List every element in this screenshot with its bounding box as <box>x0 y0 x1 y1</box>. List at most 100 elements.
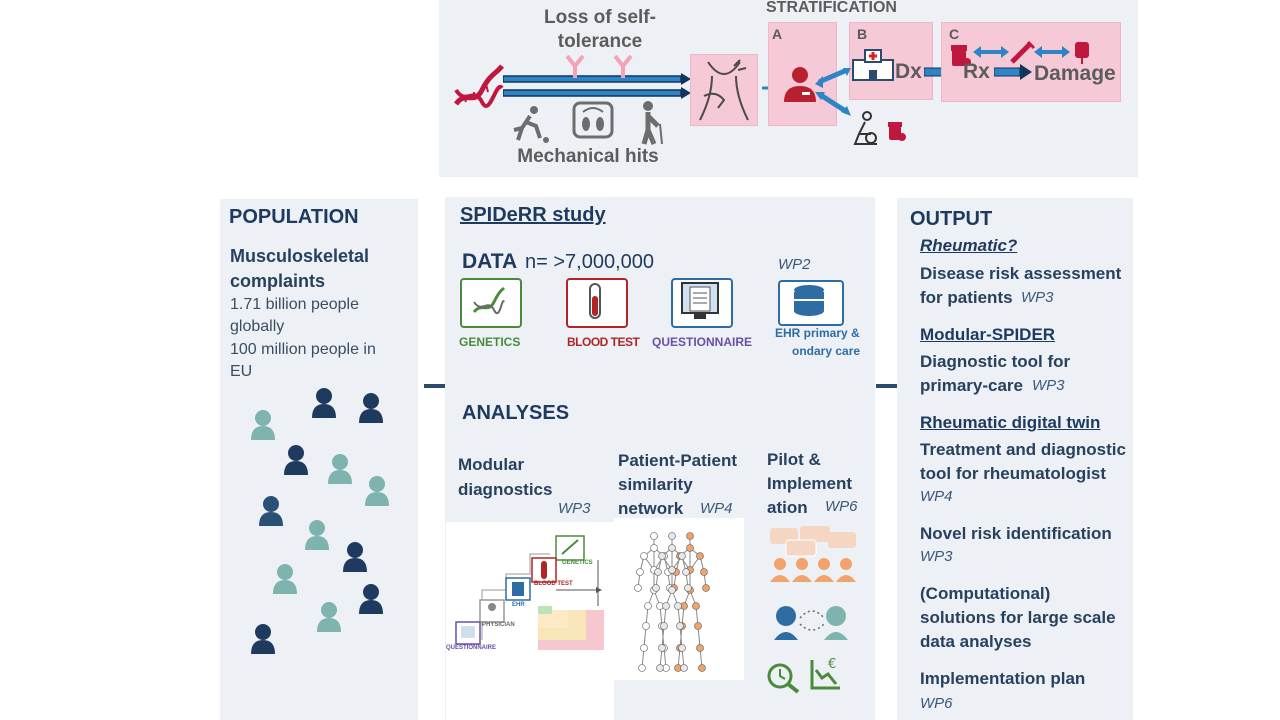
person-icon <box>259 496 283 526</box>
hospital-icon <box>852 49 894 81</box>
output-risk-wp: WP3 <box>1021 289 1054 306</box>
ehr-label: EHR primary & <box>775 326 860 340</box>
timeline-arrows <box>503 73 691 99</box>
network-node <box>650 532 658 540</box>
blood-bag-icon <box>1075 42 1089 64</box>
dna-icon-small <box>472 286 506 314</box>
network-node <box>678 552 686 560</box>
questionnaire-label: QUESTIONNAIRE <box>652 335 753 349</box>
diag-physician-label: PHYSICIAN <box>482 622 515 628</box>
output-modular-text: Diagnostic tool for primary-care <box>920 352 1071 395</box>
discussion-icon <box>770 526 856 582</box>
network-node <box>696 552 704 560</box>
output-implementation: Implementation plan <box>920 669 1086 688</box>
person-icon <box>251 624 275 654</box>
network-node <box>640 552 648 560</box>
network-node <box>640 644 648 652</box>
network-node <box>668 586 676 594</box>
double-arrow-icon-2 <box>1034 46 1070 58</box>
dna-icon <box>453 64 504 108</box>
network-node <box>638 664 646 672</box>
network-node <box>674 602 682 610</box>
network-node <box>682 568 690 576</box>
network-node <box>676 622 684 630</box>
output-modular-wp: WP3 <box>1032 377 1065 394</box>
output-computational: (Computational) solutions for large scal… <box>920 584 1116 651</box>
person-icon <box>343 542 367 572</box>
antibody-icon <box>565 54 633 78</box>
network-node <box>668 532 676 540</box>
exercise-bike-icon <box>853 111 877 145</box>
data-n: n= >7,000,000 <box>525 251 655 273</box>
cost-reduction-icon: € <box>810 657 840 690</box>
damage-label: Damage <box>1034 62 1116 85</box>
person-icon <box>305 520 329 550</box>
population-global: 1.71 billion people globally <box>230 296 359 335</box>
network-node <box>654 568 662 576</box>
network-node <box>636 568 644 576</box>
stratification-label: STRATIFICATION <box>766 0 897 16</box>
network-node <box>650 544 658 552</box>
network-node <box>686 544 694 552</box>
network-node <box>678 644 686 652</box>
elderly-person-icon <box>641 101 663 145</box>
network-node <box>634 584 642 592</box>
analyses-label: ANALYSES <box>462 402 570 424</box>
output-impl-wp: WP6 <box>920 695 953 712</box>
output-novel: Novel risk identification <box>920 524 1112 543</box>
network-node <box>652 584 660 592</box>
data-label: DATA <box>462 250 518 273</box>
test-tube-icon <box>589 283 601 319</box>
box-a-label: A <box>772 26 783 42</box>
wp2-label: WP2 <box>778 256 811 273</box>
network-node <box>692 602 700 610</box>
output-novel-wp: WP3 <box>920 548 953 565</box>
diag-genetics-label: GENETICS <box>562 560 593 566</box>
network-node <box>702 584 710 592</box>
network-node <box>658 644 666 652</box>
network-node <box>668 544 676 552</box>
double-arrow-icon <box>973 46 1009 58</box>
box-b-label: B <box>857 26 868 42</box>
output-risk-text: Disease risk assessment for patients <box>920 264 1122 307</box>
pills-icon <box>888 122 906 141</box>
network-node <box>668 566 676 574</box>
running-person-icon <box>513 106 549 143</box>
loss-label: Loss of self- tolerance <box>544 7 656 52</box>
network-node <box>696 644 704 652</box>
diag-questionnaire-label: QUESTIONNAIRE <box>446 645 497 651</box>
diag-ehr-label: EHR <box>512 602 525 608</box>
network-node <box>686 532 694 540</box>
output-twin: Rheumatic digital twin <box>920 413 1101 432</box>
network-node <box>694 622 702 630</box>
population-eu: 100 million people in EU <box>230 341 376 380</box>
person-icon <box>359 393 383 423</box>
body-network-graphic <box>634 532 710 672</box>
person-icon <box>312 388 336 418</box>
output-twin-text: Treatment and diagnostic tool for rheuma… <box>920 440 1126 483</box>
throat-pain-icon <box>699 59 749 121</box>
patient-title: Patient-Patient similarity network <box>618 451 738 518</box>
person-icon <box>251 410 275 440</box>
person-icon <box>365 476 389 506</box>
person-icon <box>328 454 352 484</box>
ehr-label-2: ondary care <box>792 344 861 358</box>
network-node <box>684 584 692 592</box>
time-search-icon <box>767 663 800 694</box>
pill-bottle-icon <box>951 45 971 66</box>
people-connection-icon <box>774 606 848 640</box>
diag-blood-label: BLOOD TEST <box>534 581 573 587</box>
network-node <box>644 602 652 610</box>
mechanical-hits-label: Mechanical hits <box>517 146 659 167</box>
study-title: SPIDeRR study <box>460 204 606 226</box>
doctor-icon <box>784 67 816 102</box>
output-modular: Modular-SPIDER <box>920 325 1056 344</box>
syringe-icon <box>1010 40 1036 64</box>
network-node <box>680 664 688 672</box>
modular-title: Modular diagnostics <box>458 455 553 499</box>
network-node <box>698 664 706 672</box>
pilot-title: Pilot & Implement ation <box>767 450 853 517</box>
network-node <box>656 664 664 672</box>
scale-icon <box>572 101 614 139</box>
population-panel <box>220 199 418 720</box>
